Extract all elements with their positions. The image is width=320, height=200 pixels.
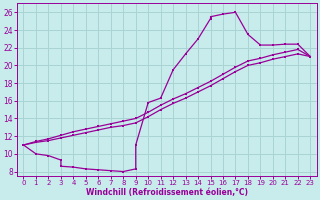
X-axis label: Windchill (Refroidissement éolien,°C): Windchill (Refroidissement éolien,°C): [86, 188, 248, 197]
